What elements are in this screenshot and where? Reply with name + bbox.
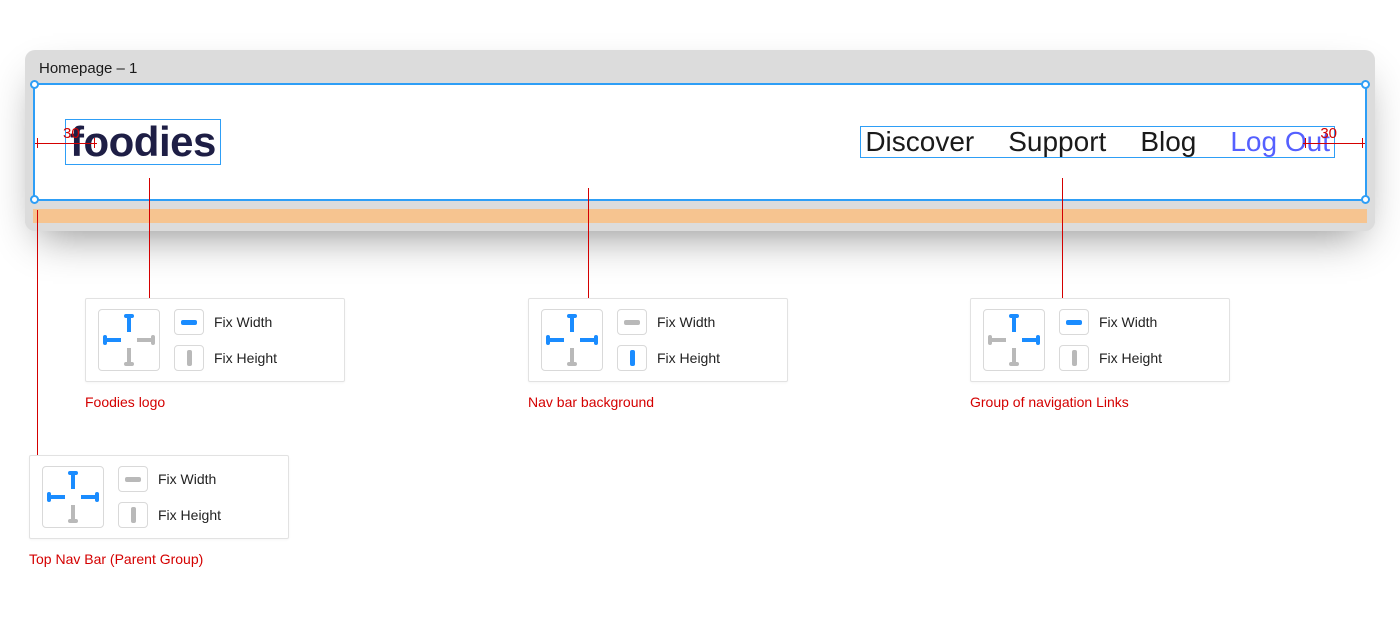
pin-bottom-icon[interactable] (1009, 362, 1019, 366)
fix-width-label: Fix Width (1099, 314, 1157, 330)
resize-panel-navbg[interactable]: Fix Width Fix Height (528, 298, 788, 382)
pin-left-icon[interactable] (47, 492, 51, 502)
spacing-value-left: 30 (63, 125, 80, 142)
callout-line-navlinks (1062, 178, 1063, 298)
resize-panel-logo[interactable]: Fix Width Fix Height (85, 298, 345, 382)
callout-caption-logo: Foodies logo (85, 394, 345, 410)
pin-left-icon[interactable] (546, 335, 550, 345)
fix-height-toggle-navlinks[interactable] (1059, 345, 1089, 371)
fix-height-icon (630, 350, 635, 366)
pin-top-icon[interactable] (567, 314, 577, 318)
fix-height-label: Fix Height (1099, 350, 1162, 366)
pin-control-logo[interactable] (98, 309, 160, 371)
callout-caption-parent: Top Nav Bar (Parent Group) (29, 551, 289, 567)
resize-panel-parent[interactable]: Fix Width Fix Height (29, 455, 289, 539)
fix-width-toggle-navbg[interactable] (617, 309, 647, 335)
artboard-title: Homepage – 1 (25, 50, 1375, 83)
nav-bar-background[interactable]: 30 foodies Discover Support Blog Log Out… (35, 85, 1365, 199)
pin-top-icon[interactable] (68, 471, 78, 475)
fix-height-label: Fix Height (214, 350, 277, 366)
pin-right-icon[interactable] (594, 335, 598, 345)
callout-line-navbg (588, 188, 589, 298)
pin-control-navbg[interactable] (541, 309, 603, 371)
pin-right-icon[interactable] (1036, 335, 1040, 345)
pin-bottom-icon[interactable] (567, 362, 577, 366)
pin-top-icon[interactable] (1009, 314, 1019, 318)
pin-top-icon[interactable] (124, 314, 134, 318)
resize-panel-navlinks[interactable]: Fix Width Fix Height (970, 298, 1230, 382)
fix-width-toggle-navlinks[interactable] (1059, 309, 1089, 335)
callout-line-logo (149, 178, 150, 298)
nav-links-group[interactable]: Discover Support Blog Log Out (860, 126, 1335, 159)
fix-height-label: Fix Height (158, 507, 221, 523)
fix-height-label: Fix Height (657, 350, 720, 366)
fix-width-icon (125, 477, 141, 482)
fix-width-toggle-logo[interactable] (174, 309, 204, 335)
fix-height-toggle-navbg[interactable] (617, 345, 647, 371)
pin-control-parent[interactable] (42, 466, 104, 528)
artboard-body: 30 foodies Discover Support Blog Log Out… (25, 83, 1375, 223)
fix-width-label: Fix Width (657, 314, 715, 330)
fix-width-toggle-parent[interactable] (118, 466, 148, 492)
pin-left-icon[interactable] (988, 335, 992, 345)
callout-caption-navbg: Nav bar background (528, 394, 788, 410)
nav-link-blog[interactable]: Blog (1140, 127, 1196, 158)
fix-height-icon (131, 507, 136, 523)
spacing-ruler-left: 30 (35, 85, 97, 199)
top-nav-bar-frame[interactable]: 30 foodies Discover Support Blog Log Out… (33, 83, 1367, 201)
fix-width-icon (181, 320, 197, 325)
pin-right-icon[interactable] (95, 492, 99, 502)
fix-width-label: Fix Width (214, 314, 272, 330)
fix-height-toggle-parent[interactable] (118, 502, 148, 528)
nav-link-discover[interactable]: Discover (865, 127, 974, 158)
callout-line-parent (37, 210, 38, 455)
fix-width-label: Fix Width (158, 471, 216, 487)
pin-bottom-icon[interactable] (68, 519, 78, 523)
artboard-window: Homepage – 1 30 foodies Discover Support… (25, 50, 1375, 231)
spacing-ruler-right: 30 (1303, 85, 1365, 199)
artboard-content-peek (33, 209, 1367, 223)
fix-height-icon (187, 350, 192, 366)
spacing-value-right: 30 (1320, 125, 1337, 142)
fix-width-icon (1066, 320, 1082, 325)
fix-height-toggle-logo[interactable] (174, 345, 204, 371)
pin-bottom-icon[interactable] (124, 362, 134, 366)
fix-height-icon (1072, 350, 1077, 366)
nav-link-support[interactable]: Support (1008, 127, 1106, 158)
pin-control-navlinks[interactable] (983, 309, 1045, 371)
callout-caption-navlinks: Group of navigation Links (970, 394, 1230, 410)
pin-left-icon[interactable] (103, 335, 107, 345)
fix-width-icon (624, 320, 640, 325)
pin-right-icon[interactable] (151, 335, 155, 345)
